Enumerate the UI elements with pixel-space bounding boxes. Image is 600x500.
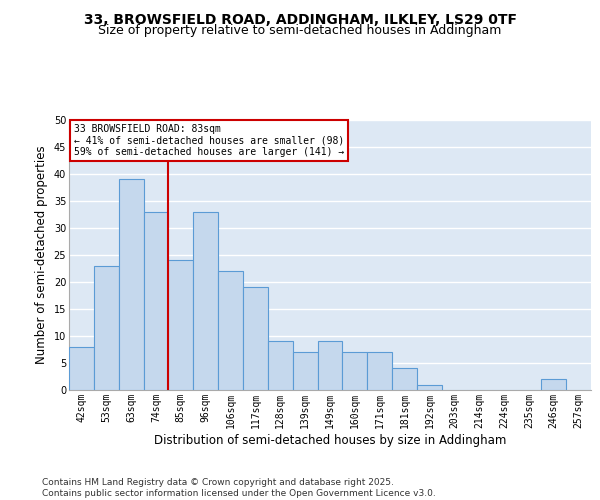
Bar — [69, 347, 94, 390]
Bar — [218, 271, 243, 390]
Bar — [169, 260, 193, 390]
Bar — [268, 342, 293, 390]
Bar — [193, 212, 218, 390]
Bar — [343, 352, 367, 390]
Text: Contains HM Land Registry data © Crown copyright and database right 2025.
Contai: Contains HM Land Registry data © Crown c… — [42, 478, 436, 498]
Bar — [367, 352, 392, 390]
Bar — [392, 368, 417, 390]
Text: 33, BROWSFIELD ROAD, ADDINGHAM, ILKLEY, LS29 0TF: 33, BROWSFIELD ROAD, ADDINGHAM, ILKLEY, … — [83, 12, 517, 26]
Bar — [143, 212, 169, 390]
Text: 33 BROWSFIELD ROAD: 83sqm
← 41% of semi-detached houses are smaller (98)
59% of : 33 BROWSFIELD ROAD: 83sqm ← 41% of semi-… — [74, 124, 344, 157]
Text: Size of property relative to semi-detached houses in Addingham: Size of property relative to semi-detach… — [98, 24, 502, 37]
Y-axis label: Number of semi-detached properties: Number of semi-detached properties — [35, 146, 48, 364]
Bar — [417, 384, 442, 390]
Bar — [293, 352, 317, 390]
Bar — [119, 180, 143, 390]
X-axis label: Distribution of semi-detached houses by size in Addingham: Distribution of semi-detached houses by … — [154, 434, 506, 446]
Bar — [541, 379, 566, 390]
Bar — [94, 266, 119, 390]
Bar — [317, 342, 343, 390]
Bar — [243, 288, 268, 390]
